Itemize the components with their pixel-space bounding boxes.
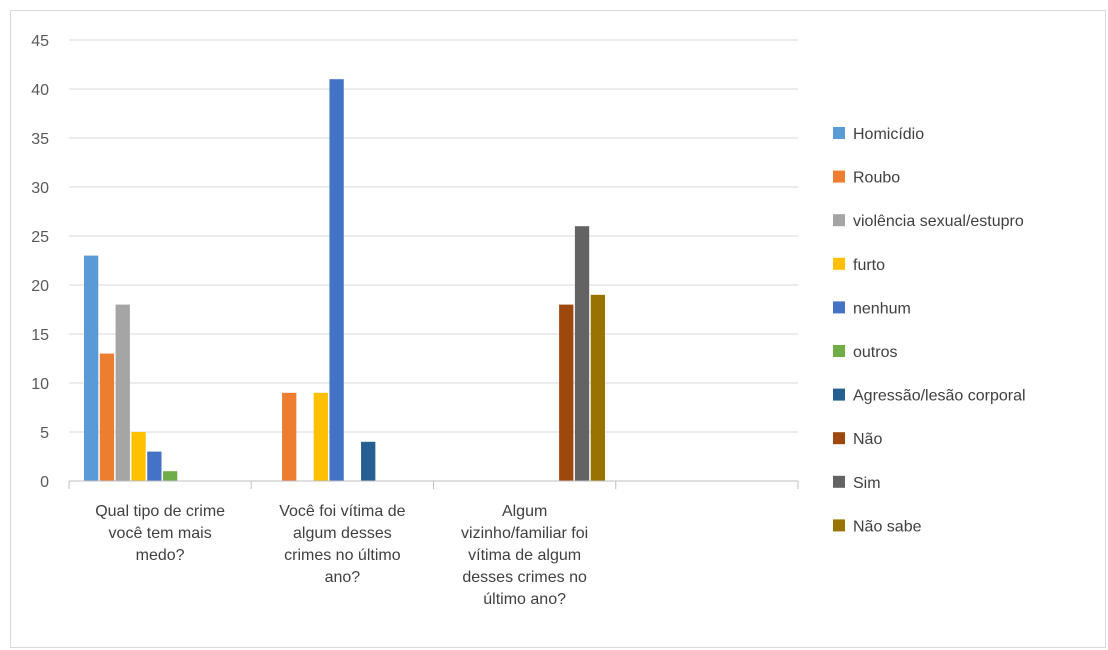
legend-label: outros bbox=[853, 344, 897, 361]
y-axis-ticks: 0 5 10 15 20 25 30 35 40 45 bbox=[31, 33, 49, 491]
category-labels: Qual tipo de crime você tem mais medo? Você… bbox=[95, 503, 588, 608]
bar bbox=[163, 471, 178, 481]
bar bbox=[99, 353, 115, 481]
bar bbox=[361, 441, 376, 481]
bars bbox=[84, 79, 605, 481]
legend-swatch bbox=[833, 170, 845, 183]
y-tick-label: 15 bbox=[31, 327, 49, 344]
bar-chart: 0 5 10 15 20 25 30 35 40 45 Qual tipo de crime voc… bbox=[31, 33, 1026, 608]
y-tick-label: 30 bbox=[31, 180, 49, 197]
chart-frame: 0 5 10 15 20 25 30 35 40 45 Qual tipo de crime voc… bbox=[10, 10, 1106, 648]
legend-label: violência sexual/estupro bbox=[853, 213, 1024, 230]
legend: Homicídio Roubo violência sexual/estupro fu… bbox=[833, 126, 1026, 535]
bar bbox=[115, 304, 130, 481]
legend-label: Homicídio bbox=[853, 126, 924, 143]
bar bbox=[282, 392, 297, 481]
legend-label: furto bbox=[853, 257, 885, 274]
bar bbox=[590, 294, 605, 481]
legend-label: Não sabe bbox=[853, 518, 922, 535]
legend-swatch bbox=[833, 519, 845, 532]
y-tick-label: 10 bbox=[31, 376, 49, 393]
bar bbox=[84, 255, 99, 481]
bar bbox=[574, 226, 590, 481]
legend-label: Sim bbox=[853, 475, 881, 492]
y-tick-label: 5 bbox=[40, 425, 49, 442]
legend-swatch bbox=[833, 301, 845, 314]
bar bbox=[559, 304, 574, 481]
y-tick-label: 25 bbox=[31, 229, 49, 246]
legend-swatch bbox=[833, 127, 845, 139]
bar bbox=[313, 392, 328, 481]
category-label: Você foi vítima de algum desses crimes no … bbox=[279, 503, 405, 586]
legend-swatch bbox=[833, 345, 845, 357]
legend-swatch bbox=[833, 475, 845, 488]
legend-swatch bbox=[833, 388, 845, 401]
legend-label: Roubo bbox=[853, 170, 900, 187]
bar bbox=[329, 79, 344, 481]
y-tick-label: 35 bbox=[31, 131, 49, 148]
category-label: Algum vizinho/familiar foi vítima de algum… bbox=[461, 503, 588, 608]
y-tick-label: 20 bbox=[31, 278, 49, 295]
legend-swatch bbox=[833, 432, 845, 445]
y-tick-label: 40 bbox=[31, 82, 49, 99]
legend-label: Agressão/lesão corporal bbox=[853, 388, 1026, 405]
legend-swatch bbox=[833, 257, 845, 270]
gridlines bbox=[69, 39, 798, 433]
y-tick-label: 0 bbox=[40, 474, 49, 491]
legend-label: nenhum bbox=[853, 300, 911, 317]
category-label: Qual tipo de crime você tem mais medo? bbox=[95, 503, 225, 564]
y-tick-label: 45 bbox=[31, 33, 49, 50]
bar bbox=[131, 432, 146, 481]
legend-label: Não bbox=[853, 431, 882, 448]
bar bbox=[147, 451, 162, 481]
legend-swatch bbox=[833, 214, 845, 227]
x-axis bbox=[68, 480, 799, 489]
